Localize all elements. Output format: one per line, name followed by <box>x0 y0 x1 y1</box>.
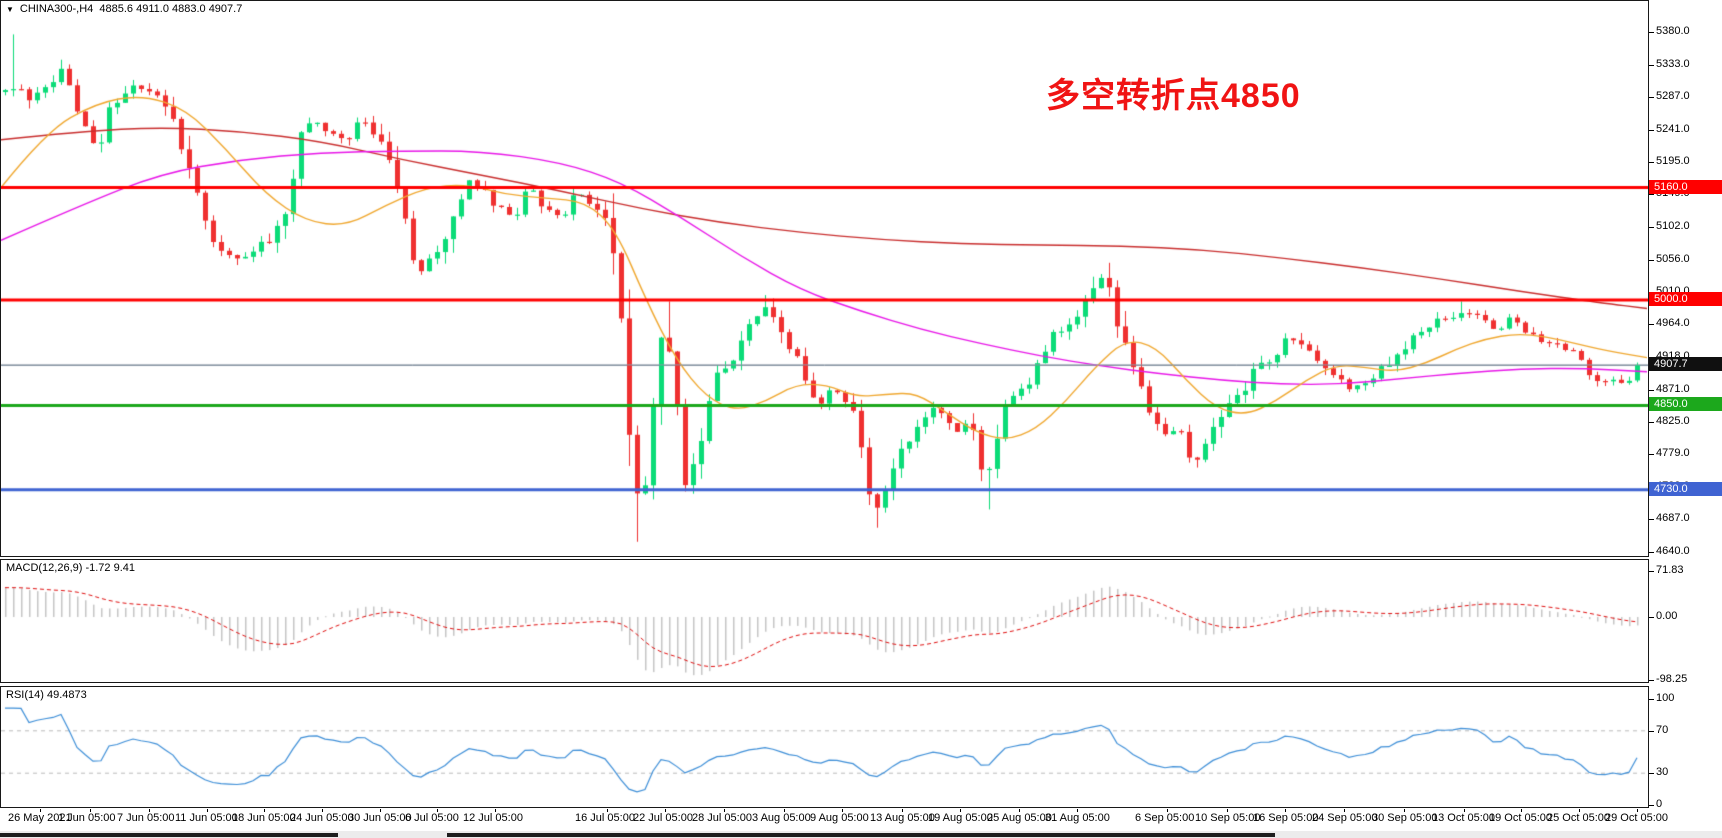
symbol-dropdown-icon[interactable]: ▼ <box>6 5 14 14</box>
time-axis-tick <box>1285 809 1286 812</box>
time-axis-tick <box>264 809 265 812</box>
time-axis-label: 7 Jun 05:00 <box>117 812 175 824</box>
time-axis-tick <box>1464 809 1465 812</box>
time-axis-tick <box>842 809 843 812</box>
time-axis-label: 16 Sep 05:00 <box>1253 812 1319 824</box>
time-axis-tick <box>902 809 903 812</box>
time-axis-label: 19 Aug 05:00 <box>928 812 993 824</box>
time-axis-tick <box>1167 809 1168 812</box>
window-edge-segment <box>0 833 338 837</box>
price-line-tag: 5160.0 <box>1649 179 1722 194</box>
price-tick-label: 5102.0 <box>1649 220 1690 233</box>
time-axis-label: 6 Jul 05:00 <box>405 812 459 824</box>
time-axis-label: 6 Sep 05:00 <box>1135 812 1195 824</box>
time-axis-label: 3 Aug 05:00 <box>752 812 811 824</box>
time-axis-label: 19 Oct 05:00 <box>1489 812 1552 824</box>
rsi-indicator-panel <box>0 686 1649 808</box>
time-axis-tick <box>1227 809 1228 812</box>
price-tick-label: 5241.0 <box>1649 122 1690 135</box>
time-axis-label: 29 Oct 05:00 <box>1605 812 1668 824</box>
time-axis-label: 25 Oct 05:00 <box>1547 812 1610 824</box>
chart-title: ▼ CHINA300-,H4 4885.6 4911.0 4883.0 4907.… <box>6 3 242 15</box>
time-axis-label: 10 Sep 05:00 <box>1195 812 1261 824</box>
macd-indicator-panel <box>0 559 1649 683</box>
price-tick-label: 4687.0 <box>1649 511 1690 524</box>
bull-bear-turning-point-annotation: 多空转折点4850 <box>1046 77 1301 115</box>
time-axis-tick <box>960 809 961 812</box>
rsi-axis-label: 0 <box>1648 798 1663 810</box>
time-axis-tick <box>1077 809 1078 812</box>
price-line-tag: 4730.0 <box>1649 481 1722 496</box>
time-axis-label: 30 Jun 05:00 <box>348 812 412 824</box>
price-line-tag: 4850.0 <box>1649 397 1722 412</box>
price-line-tag: 4907.7 <box>1649 356 1722 371</box>
time-axis-label: 26 May 2021 <box>8 812 72 824</box>
time-axis-label: 24 Sep 05:00 <box>1312 812 1378 824</box>
time-axis-label: 24 Jun 05:00 <box>290 812 354 824</box>
symbol-timeframe-label: CHINA300-,H4 <box>19 3 94 15</box>
price-tick-label: 4640.0 <box>1649 545 1690 557</box>
time-axis-tick <box>437 809 438 812</box>
macd-axis-label: 71.83 <box>1649 564 1684 577</box>
time-axis-tick <box>784 809 785 812</box>
time-axis-label: 22 Jul 05:00 <box>633 812 693 824</box>
rsi-canvas[interactable] <box>1 687 1648 807</box>
time-axis-label: 16 Jul 05:00 <box>575 812 635 824</box>
price-tick-label: 5333.0 <box>1649 58 1690 71</box>
time-axis-tick <box>1637 809 1638 812</box>
time-axis-tick <box>1404 809 1405 812</box>
time-axis-label: 11 Jun 05:00 <box>175 812 238 824</box>
rsi-axis-label: 100 <box>1648 692 1675 704</box>
time-axis-tick <box>207 809 208 812</box>
time-axis-tick <box>1344 809 1345 812</box>
main-chart-canvas[interactable] <box>1 1 1648 556</box>
time-axis-tick <box>90 809 91 812</box>
time-axis-label: 25 Aug 05:00 <box>987 812 1052 824</box>
time-axis-tick <box>40 809 41 812</box>
time-axis-tick <box>665 809 666 812</box>
time-axis-label: 18 Jun 05:00 <box>232 812 296 824</box>
time-axis-tick <box>322 809 323 812</box>
price-line-tag: 5000.0 <box>1649 292 1722 307</box>
time-axis-label: 9 Aug 05:00 <box>810 812 869 824</box>
time-axis: 26 May 2021 1 Jun 05:00 7 Jun 05:00 11 Jun … <box>0 809 1722 831</box>
time-axis-tick <box>1521 809 1522 812</box>
price-tick-label: 4964.0 <box>1649 317 1690 330</box>
macd-axis-label: -98.25 <box>1648 672 1688 685</box>
macd-canvas[interactable] <box>1 560 1648 682</box>
time-axis-tick <box>724 809 725 812</box>
time-axis-tick <box>380 809 381 812</box>
price-tick-label: 5056.0 <box>1649 252 1690 265</box>
main-chart-panel <box>0 0 1649 557</box>
time-axis-label: 30 Sep 05:00 <box>1372 812 1438 824</box>
window-edge-segment <box>447 833 1275 837</box>
time-axis-label: 1 Jun 05:00 <box>58 812 116 824</box>
macd-axis-label: 0.00 <box>1648 610 1678 622</box>
time-axis-label: 13 Oct 05:00 <box>1432 812 1495 824</box>
window-bottom-edge <box>0 831 1722 838</box>
price-tick-label: 4871.0 <box>1649 382 1690 395</box>
time-axis-tick <box>1019 809 1020 812</box>
rsi-axis-label: 30 <box>1648 766 1669 779</box>
price-tick-label: 4779.0 <box>1649 447 1690 460</box>
time-axis-tick <box>607 809 608 812</box>
time-axis-label: 28 Jul 05:00 <box>692 812 752 824</box>
rsi-indicator-label: RSI(14) 49.4873 <box>6 689 87 701</box>
macd-indicator-label: MACD(12,26,9) -1.72 9.41 <box>6 562 136 574</box>
time-axis-tick <box>1579 809 1580 812</box>
rsi-axis-label: 70 <box>1648 723 1669 736</box>
price-tick-label: 4825.0 <box>1649 415 1690 427</box>
price-tick-label: 5195.0 <box>1649 155 1690 167</box>
time-axis-label: 12 Jul 05:00 <box>463 812 523 824</box>
price-axis: 5380.05333.05287.05241.05195.05149.05102… <box>1648 0 1722 810</box>
time-axis-label: 13 Aug 05:00 <box>870 812 935 824</box>
price-tick-label: 5287.0 <box>1649 90 1690 103</box>
price-tick-label: 5380.0 <box>1649 25 1690 37</box>
time-axis-label: 31 Aug 05:00 <box>1045 812 1110 824</box>
ohlc-values: 4885.6 4911.0 4883.0 4907.7 <box>99 3 243 15</box>
time-axis-tick <box>495 809 496 812</box>
time-axis-tick <box>149 809 150 812</box>
